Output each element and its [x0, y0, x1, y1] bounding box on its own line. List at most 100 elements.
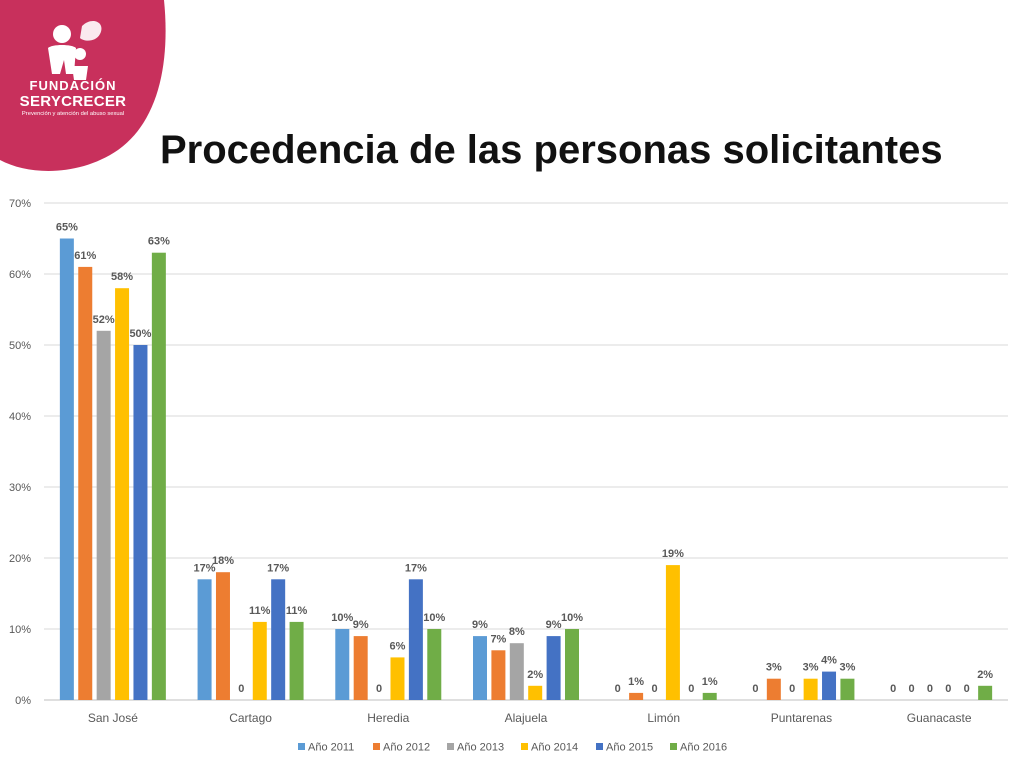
- data-label: 10%: [561, 612, 583, 624]
- data-label: 2%: [977, 669, 993, 681]
- data-label: 3%: [839, 662, 855, 674]
- data-label: 52%: [93, 314, 115, 326]
- data-label: 9%: [353, 619, 369, 631]
- data-label: 0: [752, 683, 758, 695]
- bar: [408, 579, 423, 700]
- bar: [197, 579, 212, 700]
- data-label: 17%: [194, 562, 216, 574]
- y-tick-label: 0%: [15, 695, 31, 707]
- bar: [59, 238, 74, 700]
- data-label: 58%: [111, 271, 133, 283]
- bar: [473, 636, 487, 700]
- bar: [702, 692, 717, 700]
- bar: [528, 685, 543, 700]
- x-category-label: Heredia: [367, 711, 409, 725]
- data-label: 11%: [286, 605, 308, 617]
- x-category-label: Puntarenas: [771, 711, 832, 725]
- data-label: 10%: [423, 612, 445, 624]
- chart-bars: [59, 238, 993, 700]
- x-category-label: Alajuela: [505, 711, 548, 725]
- data-label: 0: [927, 683, 933, 695]
- data-label: 1%: [702, 676, 718, 688]
- legend-swatch: [596, 743, 603, 750]
- logo: FUNDACIÓN SERYCRECER Prevención y atenci…: [18, 78, 128, 118]
- bar: [665, 565, 680, 700]
- legend-label: Año 2016: [680, 742, 727, 754]
- bar: [78, 266, 93, 700]
- bar: [546, 636, 561, 700]
- bar: [390, 657, 405, 700]
- bar: [133, 345, 148, 700]
- bar-chart: 0% 10% 20% 30% 40% 50% 60% 70% 65% 61% 52% 58% 50% 6…: [9, 198, 1008, 754]
- data-label: 0: [964, 683, 970, 695]
- data-label: 3%: [766, 662, 782, 674]
- legend-label: Año 2015: [606, 742, 653, 754]
- bar: [96, 330, 111, 700]
- data-label: 50%: [129, 328, 151, 340]
- data-label: 8%: [509, 626, 525, 638]
- data-label: 19%: [662, 548, 684, 560]
- data-label: 0: [945, 683, 951, 695]
- bar: [491, 650, 506, 700]
- bar: [629, 692, 644, 700]
- bar: [766, 678, 781, 700]
- data-label: 0: [789, 683, 795, 695]
- chart-gridlines: [44, 202, 1008, 701]
- x-category-label: Limón: [647, 711, 680, 725]
- bar: [427, 629, 442, 700]
- legend-swatch: [670, 743, 677, 750]
- data-label: 65%: [56, 222, 78, 234]
- x-axis-category-labels: San José Cartago Heredia Alajuela Limón Punta…: [88, 711, 972, 725]
- data-label: 0: [376, 683, 382, 695]
- bar: [822, 671, 837, 700]
- data-label: 0: [890, 683, 896, 695]
- data-label: 3%: [803, 662, 819, 674]
- data-label: 9%: [546, 619, 562, 631]
- data-label: 11%: [249, 605, 271, 617]
- data-label: 0: [908, 683, 914, 695]
- bar: [289, 621, 304, 700]
- data-label: 61%: [74, 250, 96, 262]
- y-axis-tick-labels: 0% 10% 20% 30% 40% 50% 60% 70%: [9, 198, 31, 707]
- data-label: 10%: [331, 612, 353, 624]
- data-label: 2%: [527, 669, 543, 681]
- data-label: 0: [651, 683, 657, 695]
- logo-name-line1: FUNDACIÓN: [29, 78, 117, 93]
- bar: [978, 685, 993, 700]
- x-category-label: San José: [88, 711, 138, 725]
- data-label: 0: [688, 683, 694, 695]
- legend-swatch: [373, 743, 380, 750]
- logo-tagline: Prevención y atención del abuso sexual: [21, 111, 125, 117]
- y-tick-label: 50%: [9, 340, 31, 352]
- data-label: 6%: [390, 640, 406, 652]
- bar: [509, 643, 524, 700]
- data-label: 4%: [821, 655, 837, 667]
- bar: [215, 572, 230, 700]
- data-label: 0: [615, 683, 621, 695]
- bar: [803, 678, 818, 700]
- legend-label: Año 2011: [308, 742, 354, 754]
- data-label: 17%: [267, 562, 289, 574]
- logo-figures-icon: [48, 20, 102, 80]
- bar: [353, 636, 368, 700]
- legend-label: Año 2013: [457, 742, 504, 754]
- data-labels: 65%61%52%58%50%63%17%18%011%17%11%10%9%0…: [56, 222, 993, 696]
- y-tick-label: 20%: [9, 553, 31, 565]
- bar: [252, 621, 267, 700]
- x-category-label: Cartago: [229, 711, 272, 725]
- y-tick-label: 10%: [9, 624, 31, 636]
- data-label: 9%: [472, 619, 488, 631]
- y-tick-label: 40%: [9, 411, 31, 423]
- page-title: Procedencia de las personas solicitantes: [160, 128, 943, 172]
- y-tick-label: 70%: [9, 198, 31, 210]
- bar: [840, 678, 855, 700]
- logo-background: [0, 0, 166, 171]
- data-label: 17%: [405, 562, 427, 574]
- legend-swatch: [447, 743, 454, 750]
- bar: [565, 629, 579, 700]
- legend-swatch: [298, 743, 305, 750]
- data-label: 7%: [490, 633, 506, 645]
- data-label: 63%: [148, 236, 170, 248]
- chart-legend: Año 2011 Año 2012 Año 2013 Año 2014 Año 2015…: [298, 742, 727, 754]
- y-tick-label: 60%: [9, 269, 31, 281]
